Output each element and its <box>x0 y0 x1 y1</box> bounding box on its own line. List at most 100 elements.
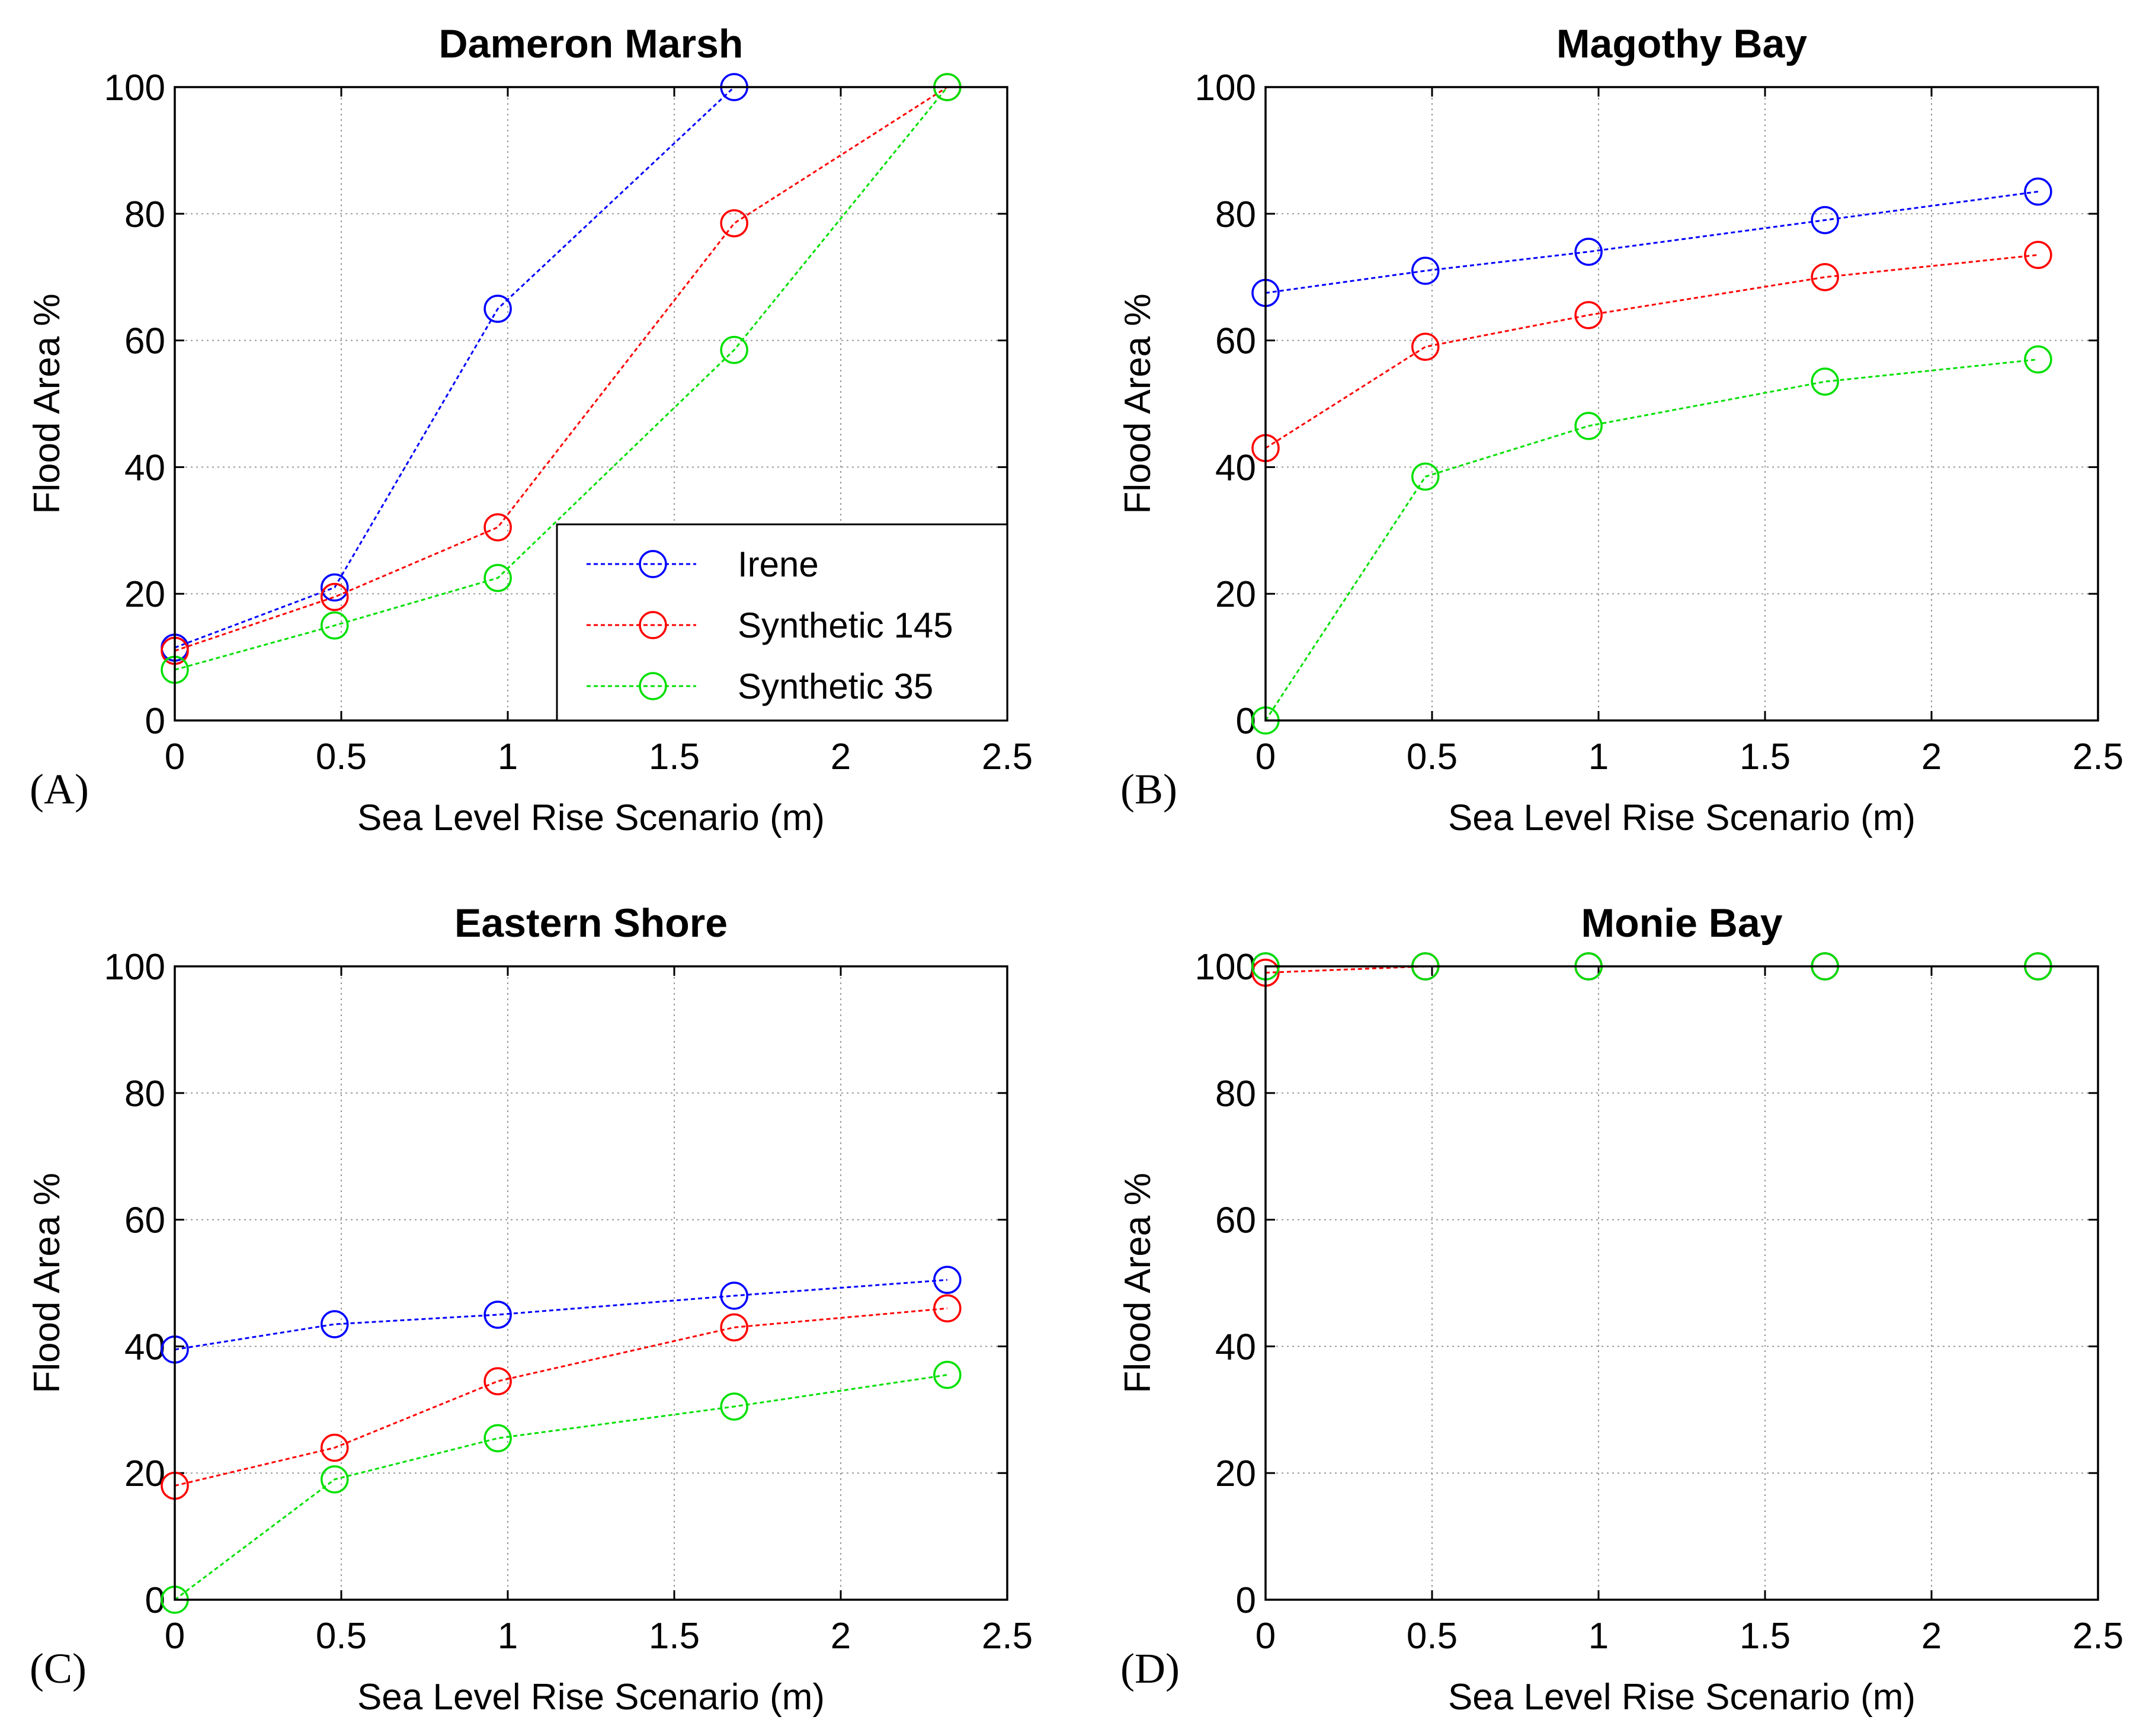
y-axis-label: Flood Area % <box>1117 293 1158 514</box>
axes-frame <box>174 965 1008 1601</box>
x-tick-label: 2 <box>831 1616 851 1657</box>
x-tick-label: 2.5 <box>2073 1616 2123 1657</box>
data-point-marker <box>720 209 748 238</box>
x-tick-label: 1 <box>498 736 518 777</box>
data-point-marker <box>321 1465 349 1494</box>
data-point-marker <box>1574 301 1603 329</box>
x-tick-label: 0 <box>165 736 185 777</box>
legend-marker <box>639 611 667 639</box>
series-line <box>174 86 735 649</box>
data-point-marker <box>2024 345 2052 374</box>
data-point-marker <box>483 294 512 323</box>
legend: Irene Synthetic 145 Synthetic 35 <box>556 523 1008 722</box>
chart-title: Monie Bay <box>1581 901 1782 946</box>
x-tick-label: 1.5 <box>649 1616 700 1657</box>
data-point-marker <box>483 513 512 542</box>
y-tick-label: 60 <box>1215 1200 1256 1241</box>
data-point-marker <box>321 1310 349 1338</box>
panel-label: (C) <box>30 1645 87 1692</box>
panel-label: (B) <box>1120 765 1177 813</box>
series-line <box>174 1307 947 1487</box>
x-tick-label: 2 <box>1921 736 1942 777</box>
plot-area <box>1266 87 2098 720</box>
y-tick-label: 60 <box>1215 321 1256 362</box>
x-tick-label: 1 <box>1588 1616 1609 1657</box>
y-tick-label: 20 <box>1215 1453 1256 1494</box>
x-tick-label: 0.5 <box>1407 736 1458 777</box>
y-tick-label: 80 <box>124 1074 165 1114</box>
x-axis-label: Sea Level Rise Scenario (m) <box>357 797 825 838</box>
data-point-marker <box>1811 206 1839 235</box>
y-tick-label: 60 <box>124 1200 165 1241</box>
x-tick-label: 0.5 <box>316 736 367 777</box>
y-tick-label: 40 <box>1215 447 1256 488</box>
y-tick-label: 20 <box>124 574 165 615</box>
data-point-marker <box>720 335 748 364</box>
legend-box <box>556 523 1008 722</box>
legend-entry-label: Irene <box>738 544 819 584</box>
y-tick-label: 40 <box>124 1327 165 1367</box>
series-line <box>174 1279 947 1351</box>
y-axis-label: Flood Area % <box>27 1173 68 1393</box>
data-point-marker <box>321 1433 349 1462</box>
x-tick-label: 1.5 <box>1740 736 1791 777</box>
data-point-marker <box>720 1392 748 1421</box>
x-tick-label: 1.5 <box>649 736 700 777</box>
x-tick-label: 0 <box>1255 736 1276 777</box>
x-tick-label: 0.5 <box>1407 1616 1458 1657</box>
x-tick-label: 0.5 <box>316 1616 367 1657</box>
x-tick-label: 0 <box>1255 1616 1276 1657</box>
data-point-marker <box>1574 412 1603 440</box>
series-line <box>1264 358 2038 721</box>
data-point-marker <box>2024 177 2052 206</box>
data-point-marker <box>2024 241 2052 270</box>
data-point-marker <box>321 611 349 640</box>
chart-title: Magothy Bay <box>1556 21 1807 66</box>
axes-frame <box>1264 86 2099 722</box>
y-axis-label: Flood Area % <box>27 293 68 514</box>
data-point-marker <box>1811 262 1839 292</box>
x-tick-label: 2 <box>831 736 851 777</box>
legend-entry-label: Synthetic 145 <box>738 606 953 645</box>
data-point-marker <box>933 1360 962 1389</box>
x-axis-label: Sea Level Rise Scenario (m) <box>1448 797 1916 838</box>
legend-marker <box>639 550 667 578</box>
series-line <box>174 87 949 671</box>
y-tick-label: 0 <box>1236 1580 1256 1621</box>
series-line <box>174 1374 948 1601</box>
y-tick-label: 100 <box>104 68 165 108</box>
x-tick-label: 2.5 <box>982 736 1033 777</box>
data-point-marker <box>483 1424 512 1453</box>
data-point-marker <box>720 1313 748 1342</box>
plot-area <box>1266 966 2098 1600</box>
panel-label: (D) <box>1120 1645 1180 1692</box>
series-line <box>1265 190 2039 294</box>
x-tick-label: 2 <box>1921 1616 1942 1657</box>
axes-frame <box>1264 965 2099 1601</box>
x-tick-label: 2.5 <box>2073 736 2123 777</box>
chart-panel-4: 0 0.5 1 1.5 2 2.5 0 20 40 60 80 100 Monie Bay Sea Lev… <box>1117 901 2123 1718</box>
x-tick-label: 0 <box>165 1616 185 1657</box>
y-tick-label: 100 <box>104 947 165 988</box>
data-point-marker <box>321 573 349 602</box>
x-tick-label: 1 <box>1588 736 1609 777</box>
y-tick-label: 40 <box>1215 1327 1256 1367</box>
chart-title: Dameron Marsh <box>439 21 744 66</box>
data-point-marker <box>321 582 349 611</box>
data-point-marker <box>483 563 512 592</box>
y-tick-label: 80 <box>1215 194 1256 235</box>
chart-title: Eastern Shore <box>454 901 728 946</box>
y-tick-label: 100 <box>1195 68 1256 108</box>
data-point-marker <box>483 1301 512 1329</box>
x-axis-label: Sea Level Rise Scenario (m) <box>1448 1677 1916 1718</box>
x-axis-label: Sea Level Rise Scenario (m) <box>357 1677 825 1718</box>
y-tick-label: 40 <box>124 447 165 488</box>
y-tick-label: 80 <box>1215 1074 1256 1114</box>
data-point-marker <box>1411 257 1440 285</box>
y-tick-label: 0 <box>145 701 165 742</box>
data-point-marker <box>483 1367 512 1395</box>
legend-marker <box>639 672 667 700</box>
